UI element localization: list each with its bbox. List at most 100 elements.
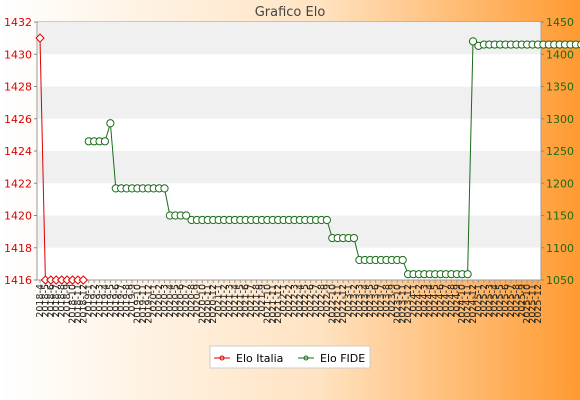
legend-item-elo-fide: Elo FIDE [298, 352, 365, 365]
x-tick-label: 2023-4 [360, 284, 371, 318]
x-tick-label: 2019-7 [116, 284, 127, 318]
x-tick-label: 2025-9 [517, 284, 528, 318]
x-tick-label: 2024-7 [441, 284, 452, 318]
x-tick-label: 2022-10 [327, 284, 338, 324]
left-tick-label: 1430 [4, 48, 32, 61]
data-point-elo-fide [106, 119, 115, 128]
left-tick-label: 1418 [4, 242, 32, 255]
right-tick-label: 1400 [546, 48, 574, 61]
x-tick-label: 2025-10 [522, 284, 533, 324]
x-tick-label: 2018-11 [73, 284, 84, 324]
x-tick-label: 2019-1 [84, 284, 95, 318]
x-tick-label: 2021-2 [219, 284, 230, 318]
x-tick-label: 2025-7 [506, 284, 517, 318]
x-tick-label: 2019-10 [132, 284, 143, 324]
x-tick-label: 2023-8 [381, 284, 392, 318]
x-tick-label: 2022-1 [279, 284, 290, 318]
x-tick-label: 2018-6 [46, 284, 57, 318]
x-tick-label: 2021-8 [252, 284, 263, 318]
x-tick-label: 2019-3 [95, 284, 106, 318]
x-tick-label: 2021-1 [214, 284, 225, 318]
x-tick-label: 2020-5 [170, 284, 181, 318]
x-tick-label: 2023-2 [349, 284, 360, 318]
x-tick-label: 2021-5 [235, 284, 246, 318]
left-tick-label: 1424 [4, 145, 32, 158]
left-tick-label: 1416 [4, 274, 32, 287]
x-tick-label: 2021-3 [224, 284, 235, 318]
x-tick-label: 2021-10 [262, 284, 273, 324]
x-tick-label: 2018-8 [57, 284, 68, 318]
left-tick-label: 1432 [4, 16, 32, 29]
data-point-elo-italia [35, 33, 45, 43]
x-tick-label: 2019-4 [100, 284, 111, 318]
x-tick-label: 2022-4 [295, 284, 306, 318]
x-tick-label: 2024-11 [463, 284, 474, 324]
x-tick-label: 2019-2 [89, 284, 100, 318]
x-tick-label: 2022-3 [289, 284, 300, 318]
x-tick-label: 2024-8 [446, 284, 457, 318]
left-tick-label: 1426 [4, 113, 32, 126]
x-tick-label: 2020-3 [160, 284, 171, 318]
left-axis: 1416 1418 1420 1422 1424 1426 1428 1430 1432 [4, 16, 37, 287]
data-point-elo-fide [322, 215, 331, 225]
left-tick-label: 1422 [4, 177, 32, 190]
x-tick-label: 2020-8 [187, 284, 198, 318]
data-point-elo-fide [463, 270, 472, 279]
legend-box [209, 345, 371, 369]
x-tick-label: 2022-8 [316, 284, 327, 318]
data-point-elo-fide [100, 137, 110, 146]
right-tick-label: 1150 [546, 210, 574, 223]
series-layer [35, 33, 580, 285]
x-tick-label: 2018-5 [40, 284, 51, 318]
x-tick-label: 2023-5 [365, 284, 376, 318]
x-tick-label: 2023-6 [371, 284, 382, 318]
x-tick-label: 2022-5 [300, 284, 311, 318]
x-tick-label: 2019-12 [143, 284, 154, 324]
x-tick-label: 2022-6 [306, 284, 317, 318]
x-tick-label: 2021-4 [230, 284, 241, 318]
x-tick-label: 2025-8 [511, 284, 522, 318]
x-tick-label: 2020-7 [181, 284, 192, 318]
x-tick-label: 2020-2 [154, 284, 165, 318]
x-tick-label: 2021-12 [273, 284, 284, 324]
x-tick-label: 2023-10 [392, 284, 403, 324]
x-axis: 2018-42018-52018-62018-72018-82018-92018… [35, 280, 544, 324]
grid-bands [38, 22, 540, 248]
x-tick-label: 2023-11 [398, 284, 409, 324]
x-tick-label: 2024-6 [436, 284, 447, 318]
x-tick-label: 2018-9 [62, 284, 73, 318]
x-tick-label: 2019-5 [105, 284, 116, 318]
x-tick-label: 2019-6 [111, 284, 122, 318]
x-tick-label: 2022-2 [284, 284, 295, 318]
data-point-elo-fide [160, 184, 169, 193]
data-point-elo-italia [78, 275, 89, 285]
right-tick-label: 1450 [546, 16, 574, 29]
x-tick-label: 2019-11 [138, 284, 149, 324]
legend-item-elo-italia: Elo Italia [214, 352, 283, 365]
x-tick-label: 2018-7 [51, 284, 62, 318]
x-tick-label: 2025-11 [528, 284, 539, 324]
x-tick-label: 2022-9 [322, 284, 333, 318]
data-point-elo-fide [182, 211, 191, 220]
legend-label-elo-fide: Elo FIDE [320, 352, 365, 365]
x-tick-label: 2024-9 [452, 284, 463, 318]
x-tick-label: 2024-4 [425, 284, 436, 318]
grid-band [38, 86, 540, 119]
left-tick-label: 1420 [4, 210, 32, 223]
x-tick-label: 2018-12 [78, 284, 89, 324]
x-tick-label: 2020-9 [192, 284, 203, 318]
right-tick-label: 1300 [546, 113, 574, 126]
x-tick-label: 2020-6 [176, 284, 187, 318]
x-tick-label: 2023-12 [403, 284, 414, 324]
legend-marker-elo-fide [303, 355, 309, 361]
x-tick-label: 2024-12 [468, 284, 479, 324]
x-tick-label: 2022-11 [333, 284, 344, 324]
x-tick-label: 2024-5 [430, 284, 441, 318]
x-tick-label: 2022-7 [311, 284, 322, 318]
x-tick-label: 2025-4 [490, 284, 501, 318]
right-tick-label: 1250 [546, 145, 574, 158]
x-tick-label: 2023-1 [344, 284, 355, 318]
data-point-elo-fide [577, 40, 580, 49]
data-point-elo-fide [398, 255, 407, 265]
